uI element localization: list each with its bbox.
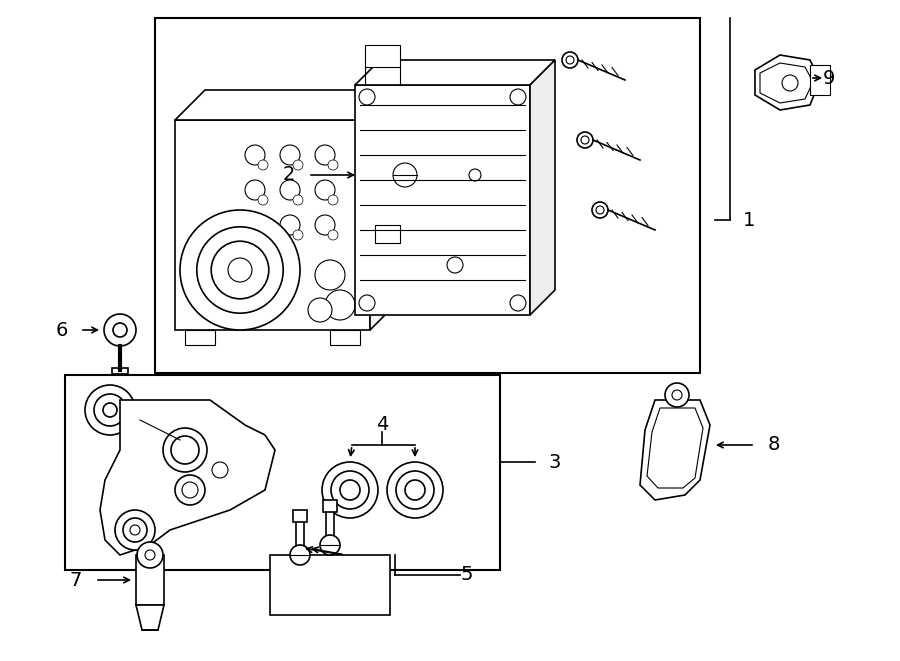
- Circle shape: [320, 535, 340, 555]
- Circle shape: [592, 202, 608, 218]
- Polygon shape: [175, 120, 370, 330]
- Circle shape: [293, 230, 303, 240]
- Polygon shape: [530, 60, 555, 315]
- Circle shape: [315, 180, 335, 200]
- Circle shape: [340, 480, 360, 500]
- Circle shape: [562, 52, 578, 68]
- Circle shape: [228, 258, 252, 282]
- Circle shape: [245, 215, 265, 235]
- Polygon shape: [355, 60, 555, 85]
- Bar: [323, 500, 337, 512]
- Circle shape: [280, 180, 300, 200]
- Circle shape: [293, 195, 303, 205]
- Circle shape: [115, 510, 155, 550]
- Bar: [270, 555, 390, 615]
- Bar: [365, 45, 400, 67]
- Polygon shape: [136, 605, 164, 630]
- Circle shape: [510, 295, 526, 311]
- Bar: [296, 520, 304, 552]
- Circle shape: [315, 145, 335, 165]
- Bar: [65, 375, 500, 570]
- Circle shape: [469, 169, 481, 181]
- Circle shape: [596, 206, 604, 214]
- Polygon shape: [640, 400, 710, 500]
- Circle shape: [245, 145, 265, 165]
- Circle shape: [171, 436, 199, 464]
- Circle shape: [359, 89, 375, 105]
- Polygon shape: [355, 85, 530, 315]
- Circle shape: [328, 160, 338, 170]
- Circle shape: [245, 180, 265, 200]
- Circle shape: [447, 257, 463, 273]
- Circle shape: [258, 195, 268, 205]
- Circle shape: [113, 323, 127, 337]
- Bar: [810, 65, 830, 95]
- Circle shape: [145, 550, 155, 560]
- Circle shape: [328, 230, 338, 240]
- Circle shape: [325, 290, 355, 320]
- Text: 8: 8: [768, 436, 780, 455]
- Polygon shape: [175, 90, 400, 120]
- Circle shape: [163, 428, 207, 472]
- Circle shape: [387, 462, 443, 518]
- Circle shape: [258, 160, 268, 170]
- Bar: [330, 330, 360, 345]
- Circle shape: [197, 227, 284, 313]
- Circle shape: [103, 403, 117, 417]
- Circle shape: [322, 462, 378, 518]
- Circle shape: [137, 542, 163, 568]
- Text: 9: 9: [823, 69, 835, 87]
- Circle shape: [665, 383, 689, 407]
- Circle shape: [405, 480, 425, 500]
- Bar: [375, 225, 400, 243]
- Text: 6: 6: [56, 321, 68, 340]
- Circle shape: [290, 545, 310, 565]
- Circle shape: [104, 314, 136, 346]
- Circle shape: [315, 260, 345, 290]
- Circle shape: [328, 195, 338, 205]
- Text: 1: 1: [743, 210, 755, 229]
- Circle shape: [308, 298, 332, 322]
- Text: 7: 7: [69, 570, 82, 590]
- Circle shape: [577, 132, 593, 148]
- Polygon shape: [647, 408, 703, 488]
- Circle shape: [359, 295, 375, 311]
- Text: 4: 4: [376, 416, 388, 434]
- Bar: [136, 555, 164, 605]
- Text: 2: 2: [283, 165, 295, 184]
- Circle shape: [581, 136, 589, 144]
- Circle shape: [280, 145, 300, 165]
- Circle shape: [672, 390, 682, 400]
- Polygon shape: [755, 55, 820, 110]
- Bar: [326, 510, 334, 542]
- Circle shape: [85, 385, 135, 435]
- Bar: [155, 18, 700, 373]
- Circle shape: [123, 518, 147, 542]
- Circle shape: [182, 482, 198, 498]
- Circle shape: [180, 210, 300, 330]
- Text: 3: 3: [548, 453, 561, 471]
- Circle shape: [280, 215, 300, 235]
- Bar: [293, 510, 307, 522]
- Polygon shape: [760, 63, 813, 103]
- Bar: [112, 368, 128, 374]
- Circle shape: [94, 394, 126, 426]
- Circle shape: [175, 475, 205, 505]
- Circle shape: [510, 89, 526, 105]
- Circle shape: [566, 56, 574, 64]
- Polygon shape: [100, 400, 275, 555]
- Text: 5: 5: [460, 566, 473, 584]
- Circle shape: [212, 462, 228, 478]
- Circle shape: [258, 230, 268, 240]
- Circle shape: [293, 160, 303, 170]
- Polygon shape: [370, 90, 400, 330]
- Circle shape: [393, 163, 417, 187]
- Circle shape: [212, 241, 269, 299]
- Circle shape: [315, 215, 335, 235]
- Circle shape: [331, 471, 369, 509]
- Circle shape: [396, 471, 434, 509]
- Bar: [185, 330, 215, 345]
- Circle shape: [130, 525, 140, 535]
- Circle shape: [782, 75, 798, 91]
